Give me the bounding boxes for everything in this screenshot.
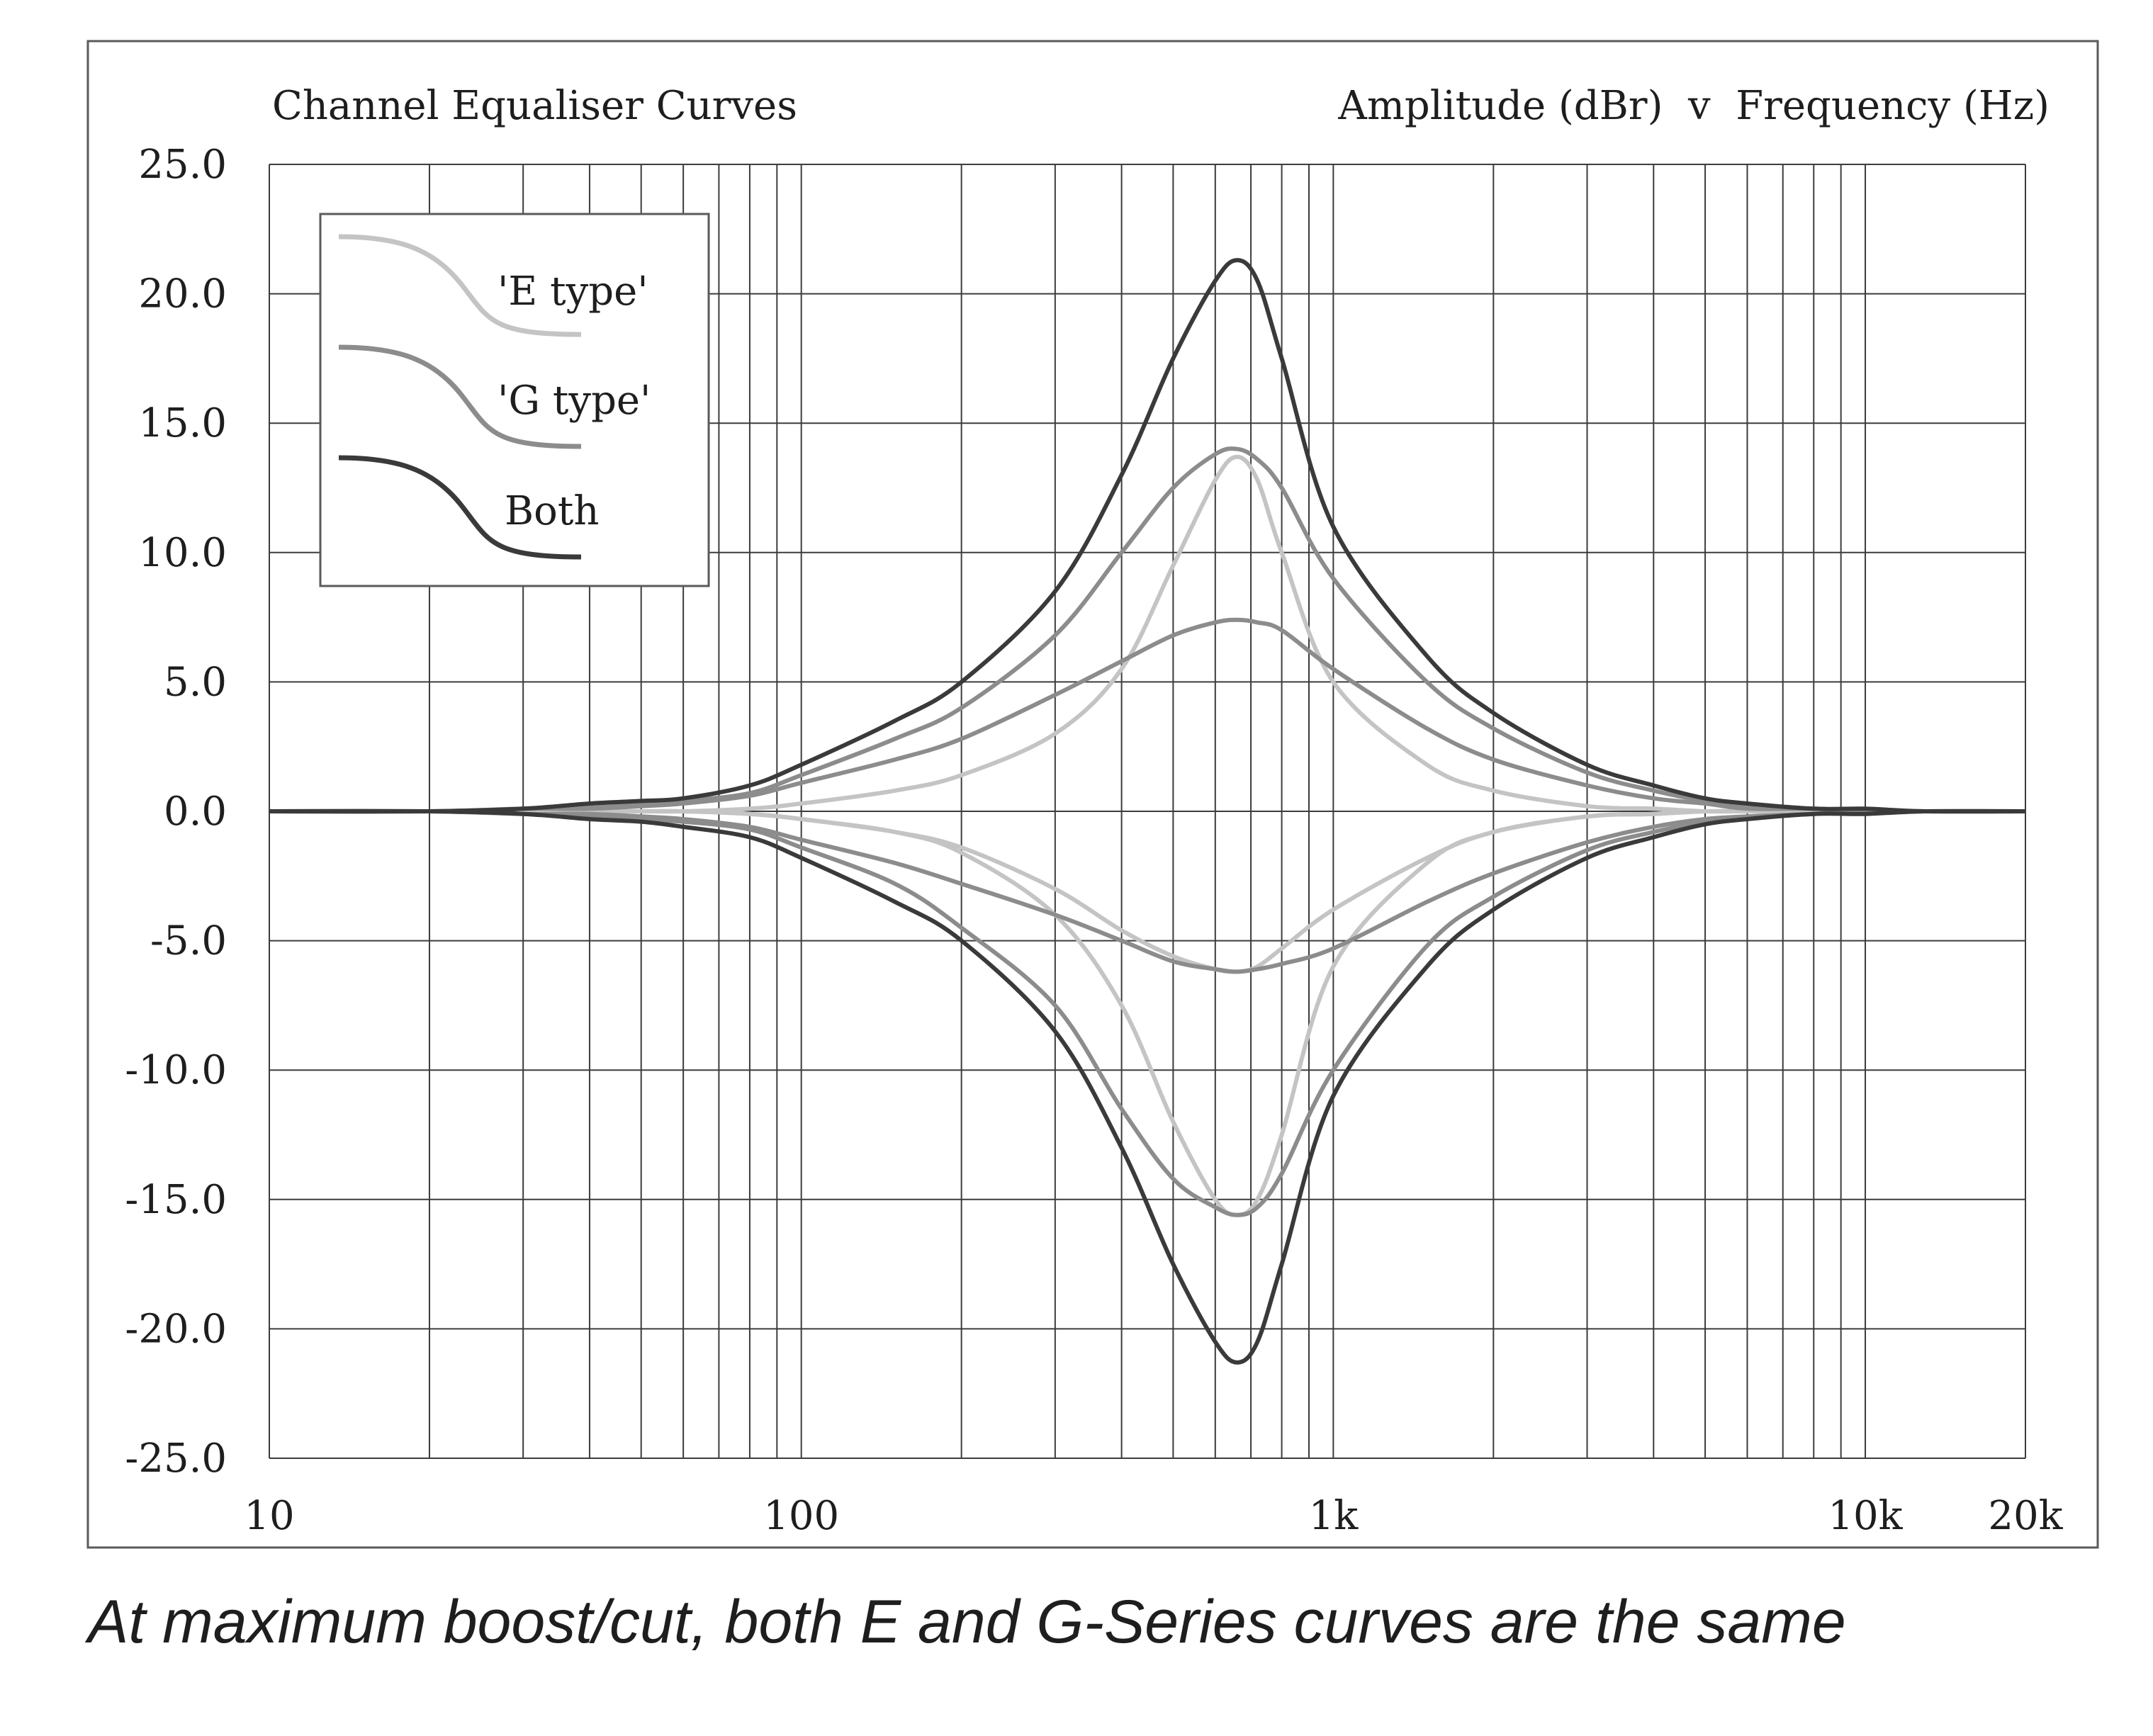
x-tick-label: 100 bbox=[763, 1493, 839, 1539]
chart-subtitle: Amplitude (dBr) v Frequency (Hz) bbox=[1337, 83, 2050, 129]
eq-curve-g bbox=[269, 808, 2025, 1217]
y-tick-label: 15.0 bbox=[138, 400, 227, 446]
legend-swatch-g-type bbox=[338, 344, 582, 449]
eq-curve-both bbox=[269, 808, 2026, 1365]
legend-label-e-type: 'E type' bbox=[498, 269, 648, 315]
y-tick-label: 20.0 bbox=[138, 271, 227, 317]
figure-caption: At maximum boost/cut, both E and G-Serie… bbox=[88, 1588, 1846, 1656]
legend: 'E type' 'G type' Both bbox=[319, 213, 710, 587]
y-tick-label: -15.0 bbox=[125, 1177, 227, 1223]
eq-curve-e bbox=[269, 808, 2025, 1217]
x-tick-label: 1k bbox=[1309, 1493, 1359, 1539]
legend-label-g-type: 'G type' bbox=[498, 378, 651, 424]
curves bbox=[269, 258, 2026, 1365]
legend-swatch-e-type bbox=[338, 234, 582, 337]
x-tick-label: 20k bbox=[1988, 1493, 2063, 1539]
y-tick-label: 0.0 bbox=[164, 789, 227, 835]
y-tick-label: -10.0 bbox=[125, 1047, 227, 1093]
eq-curve-g bbox=[269, 446, 2025, 814]
y-tick-label: -20.0 bbox=[125, 1306, 227, 1352]
legend-label-both: Both bbox=[505, 488, 599, 534]
chart-title: Channel Equaliser Curves bbox=[272, 83, 797, 129]
x-tick-label: 10k bbox=[1828, 1493, 1903, 1539]
x-axis-ticks: 10 100 1k 10k 20k bbox=[244, 1493, 2063, 1539]
x-tick-label: 10 bbox=[244, 1493, 294, 1539]
eq-curve-g bbox=[269, 808, 2025, 974]
y-tick-label: 10.0 bbox=[138, 530, 227, 576]
y-tick-label: 5.0 bbox=[164, 659, 227, 705]
eq-curve-g bbox=[269, 617, 2025, 814]
y-tick-label: -25.0 bbox=[125, 1436, 227, 1482]
y-axis-ticks: 25.0 20.0 15.0 10.0 5.0 0.0 -5.0 -10.0 -15.0 -20.… bbox=[125, 142, 227, 1482]
legend-box bbox=[319, 213, 710, 587]
legend-swatch-both bbox=[338, 455, 582, 560]
eq-curve-both bbox=[269, 258, 2026, 814]
y-tick-label: 25.0 bbox=[138, 142, 227, 188]
y-tick-label: -5.0 bbox=[150, 918, 227, 964]
